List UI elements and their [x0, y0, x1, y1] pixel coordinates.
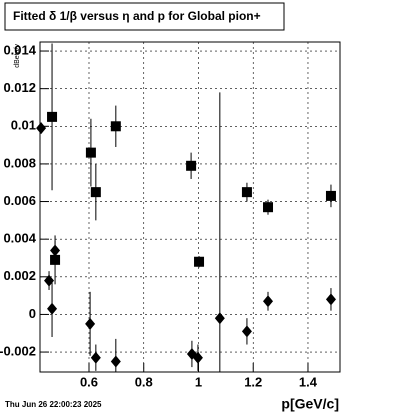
data-point [85, 147, 96, 158]
data-point [47, 302, 58, 315]
chart-title: Fitted δ 1/β versus η and p for Global p… [13, 9, 261, 23]
data-point [110, 355, 121, 368]
data-point [47, 111, 58, 122]
x-tick-label: 1 [195, 374, 202, 389]
y-tick-label: 0 [29, 306, 36, 321]
data-point [325, 190, 336, 201]
data-point [241, 325, 252, 338]
data-point [192, 351, 203, 364]
data-point [50, 244, 61, 257]
data-point [186, 160, 197, 171]
y-tick-label: 0.012 [3, 80, 36, 95]
data-point [110, 121, 121, 132]
x-axis-label: p[GeV/c] [281, 396, 339, 412]
x-tick-label: 0.8 [135, 374, 153, 389]
y-tick-label: -0.002 [0, 343, 36, 358]
y-tick-label: 0.008 [3, 155, 36, 170]
y-tick-label: 0.004 [3, 231, 36, 246]
x-tick-label: 0.6 [80, 374, 98, 389]
x-tick-label: 1.2 [244, 374, 262, 389]
data-point [90, 351, 101, 364]
data-point [90, 187, 101, 198]
y-tick-label: 0.002 [3, 268, 36, 283]
title-box [4, 2, 285, 31]
data-point [36, 122, 47, 135]
data-point [325, 293, 336, 306]
plot-frame [39, 41, 341, 373]
data-point [194, 256, 205, 267]
y-tick-label: 0.014 [3, 42, 36, 57]
data-point [85, 317, 96, 330]
y-tick-label: 0.01 [11, 118, 36, 133]
y-axis-label: dBeta/v [14, 44, 21, 68]
data-point [241, 187, 252, 198]
x-tick-label: 1.4 [299, 374, 318, 389]
timestamp: Thu Jun 26 22:00:23 2025 [5, 400, 102, 409]
y-tick-label: 0.006 [3, 193, 36, 208]
data-point [44, 274, 55, 287]
data-point [263, 202, 274, 213]
data-point [263, 295, 274, 308]
data-point [214, 312, 225, 325]
